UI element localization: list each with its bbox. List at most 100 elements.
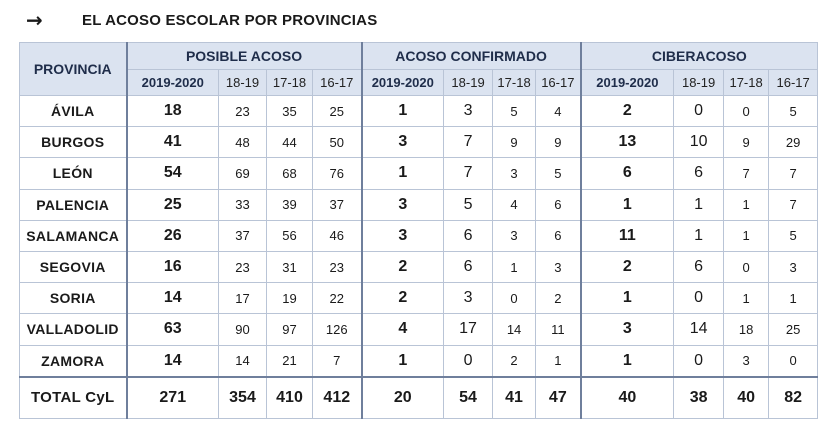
year-header: 16-17 bbox=[535, 69, 582, 96]
table-cell: 1 bbox=[673, 219, 725, 252]
table-cell: 26 bbox=[125, 219, 219, 252]
table-cell: 37 bbox=[218, 219, 267, 252]
table-cell: 0 bbox=[768, 344, 819, 378]
table-cell: 410 bbox=[266, 375, 313, 419]
province-name: PALENCIA bbox=[19, 188, 127, 221]
table-cell: 9 bbox=[723, 126, 770, 159]
page-title: EL ACOSO ESCOLAR POR PROVINCIAS bbox=[82, 11, 378, 29]
province-name: BURGOS bbox=[19, 126, 127, 159]
bullying-table: PROVINCIA POSIBLE ACOSO ACOSO CONFIRMADO… bbox=[19, 42, 819, 419]
table-cell: 4 bbox=[492, 188, 537, 221]
table-cell: 19 bbox=[266, 282, 313, 315]
table-cell: 5 bbox=[535, 157, 582, 190]
province-name: SORIA bbox=[19, 282, 127, 315]
table-cell: 126 bbox=[311, 313, 363, 346]
table-cell: 17 bbox=[218, 282, 267, 315]
province-name: TOTAL CyL bbox=[19, 375, 127, 419]
table-cell: 13 bbox=[579, 126, 675, 159]
table-cell: 5 bbox=[492, 94, 537, 128]
table-cell: 11 bbox=[579, 219, 675, 252]
table-cell: 3 bbox=[360, 219, 445, 252]
table-cell: 3 bbox=[443, 282, 494, 315]
table-cell: 25 bbox=[768, 313, 819, 346]
table-row: SEGOVIA 16 23 31 23 2 6 1 3 2 6 0 3 bbox=[19, 250, 819, 284]
table-cell: 7 bbox=[768, 188, 819, 221]
table-cell: 14 bbox=[218, 344, 267, 378]
table-cell: 0 bbox=[723, 250, 770, 284]
table-cell: 1 bbox=[535, 344, 582, 378]
table-cell: 1 bbox=[360, 344, 445, 378]
table-cell: 33 bbox=[218, 188, 267, 221]
table-cell: 23 bbox=[218, 94, 267, 128]
table-cell: 1 bbox=[579, 344, 675, 378]
table-cell: 68 bbox=[266, 157, 313, 190]
table-row: LEÓN 54 69 68 76 1 7 3 5 6 6 7 7 bbox=[19, 157, 819, 190]
year-header: 17-18 bbox=[492, 69, 537, 96]
table-cell: 97 bbox=[266, 313, 313, 346]
table-cell: 41 bbox=[492, 375, 537, 419]
table-cell: 6 bbox=[579, 157, 675, 190]
table-cell: 4 bbox=[535, 94, 582, 128]
table-row: ÁVILA 18 23 35 25 1 3 5 4 2 0 0 5 bbox=[19, 94, 819, 128]
year-header: 2019-2020 bbox=[579, 69, 675, 96]
table-cell: 1 bbox=[673, 188, 725, 221]
year-header: 18-19 bbox=[673, 69, 725, 96]
table-cell: 90 bbox=[218, 313, 267, 346]
table-cell: 40 bbox=[579, 375, 675, 419]
table-cell: 16 bbox=[125, 250, 219, 284]
table-cell: 1 bbox=[723, 219, 770, 252]
table-cell: 23 bbox=[218, 250, 267, 284]
table-cell: 11 bbox=[535, 313, 582, 346]
table-cell: 69 bbox=[218, 157, 267, 190]
table-cell: 3 bbox=[579, 313, 675, 346]
table-cell: 17 bbox=[443, 313, 494, 346]
province-name: LEÓN bbox=[19, 157, 127, 190]
table-cell: 0 bbox=[673, 344, 725, 378]
table-cell: 20 bbox=[360, 375, 445, 419]
table-cell: 3 bbox=[360, 188, 445, 221]
year-header: 17-18 bbox=[266, 69, 313, 96]
table-cell: 40 bbox=[723, 375, 770, 419]
year-header: 17-18 bbox=[723, 69, 770, 96]
table-cell: 54 bbox=[443, 375, 494, 419]
table-cell: 9 bbox=[492, 126, 537, 159]
table-cell: 3 bbox=[768, 250, 819, 284]
year-header: 18-19 bbox=[443, 69, 494, 96]
table-row: VALLADOLID 63 90 97 126 4 17 14 11 3 14 18 25 bbox=[19, 313, 819, 346]
table-cell: 3 bbox=[492, 219, 537, 252]
table-cell: 25 bbox=[311, 94, 363, 128]
arrow-icon: → bbox=[26, 8, 43, 32]
table-cell: 1 bbox=[360, 157, 445, 190]
table-cell: 2 bbox=[360, 282, 445, 315]
year-header: 2019-2020 bbox=[125, 69, 219, 96]
table-row: SALAMANCA 26 37 56 46 3 6 3 6 11 1 1 5 bbox=[19, 219, 819, 252]
table-cell: 271 bbox=[125, 375, 219, 419]
table-row: BURGOS 41 48 44 50 3 7 9 9 13 10 9 29 bbox=[19, 126, 819, 159]
table-cell: 0 bbox=[673, 94, 725, 128]
province-name: ÁVILA bbox=[19, 94, 127, 128]
table-cell: 25 bbox=[125, 188, 219, 221]
table-cell: 2 bbox=[579, 250, 675, 284]
table-cell: 5 bbox=[443, 188, 494, 221]
table-cell: 3 bbox=[723, 344, 770, 378]
table-cell: 63 bbox=[125, 313, 219, 346]
table-cell: 412 bbox=[311, 375, 363, 419]
table-cell: 3 bbox=[492, 157, 537, 190]
table-cell: 6 bbox=[673, 157, 725, 190]
table-cell: 2 bbox=[579, 94, 675, 128]
table-cell: 82 bbox=[768, 375, 819, 419]
year-header: 16-17 bbox=[311, 69, 363, 96]
table-cell: 54 bbox=[125, 157, 219, 190]
table-cell: 2 bbox=[492, 344, 537, 378]
table-cell: 18 bbox=[723, 313, 770, 346]
table-cell: 5 bbox=[768, 219, 819, 252]
table-cell: 0 bbox=[443, 344, 494, 378]
table-cell: 47 bbox=[535, 375, 582, 419]
table-cell: 354 bbox=[218, 375, 267, 419]
table-cell: 7 bbox=[443, 126, 494, 159]
table-cell: 1 bbox=[768, 282, 819, 315]
table-row: SORIA 14 17 19 22 2 3 0 2 1 0 1 1 bbox=[19, 282, 819, 315]
province-name: SEGOVIA bbox=[19, 250, 127, 284]
table-cell: 14 bbox=[673, 313, 725, 346]
province-name: VALLADOLID bbox=[19, 313, 127, 346]
